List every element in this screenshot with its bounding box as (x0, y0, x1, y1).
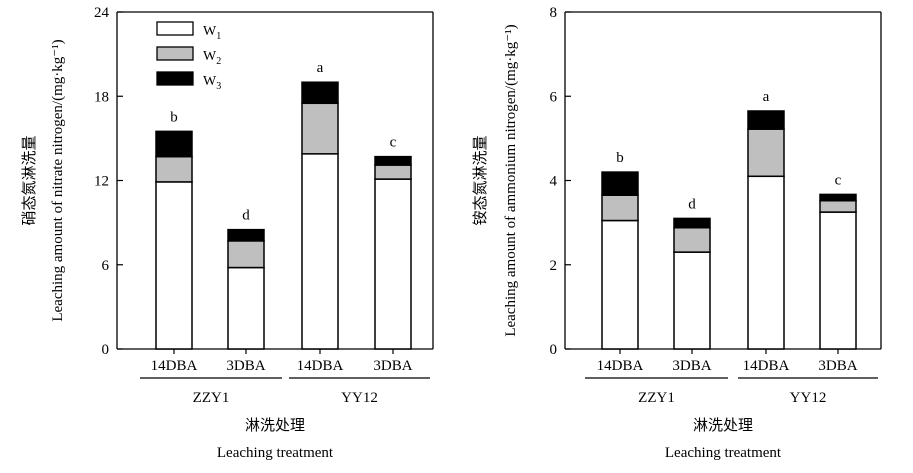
y-axis-title-cn: 硝态氮淋洗量 (21, 135, 38, 225)
y-tick-label: 0 (550, 342, 558, 358)
x-category-label: 14DBA (597, 358, 644, 374)
y-tick-label: 4 (550, 174, 558, 190)
significance-label: d (242, 208, 250, 224)
chart-1: 0 6 12 18 24 b 14DBA d 3DBA a 14DBA c 3DBA ZZY1 YY12 淋洗… (21, 5, 434, 461)
x-category-label: 3DBA (818, 358, 857, 374)
bar-segment-w3 (374, 155, 412, 166)
bar-segment-w2 (374, 164, 412, 180)
legend-label-w2: W2 (203, 49, 221, 67)
legend-swatch-w2 (156, 46, 194, 61)
y-axis-title-en: Leaching amount of nitrate nitrogen/(mg·… (50, 39, 66, 321)
significance-label: a (317, 60, 324, 76)
bar-segment-w3 (819, 193, 857, 202)
significance-label: c (835, 172, 842, 188)
bar-segment-w1 (227, 266, 265, 350)
x-category-label: 14DBA (743, 358, 790, 374)
bar-segment-w3 (673, 217, 711, 229)
bar-segment-w3 (601, 171, 639, 196)
x-category-label: 14DBA (151, 358, 198, 374)
legend-label-w1: W1 (203, 24, 221, 42)
legend-label-w3: W3 (203, 74, 221, 92)
bar-segment-w2 (747, 128, 785, 178)
significance-label: b (170, 109, 178, 125)
bar-segment-w2 (819, 199, 857, 213)
bar-segment-w1 (673, 251, 711, 350)
group-label: YY12 (790, 390, 827, 406)
chart-2: 0 2 4 6 8 b 14DBA d 3DBA a 14DBA c 3DBA ZZY1 YY12 淋洗处理 L… (472, 5, 882, 461)
x-axis-title-en: Leaching treatment (665, 445, 782, 461)
bar-segment-w3 (301, 81, 339, 105)
significance-label: b (616, 150, 624, 166)
bar-segment-w1 (819, 211, 857, 350)
bar-segment-w2 (601, 194, 639, 222)
bar-segment-w2 (673, 226, 711, 253)
x-axis-title-en: Leaching treatment (217, 445, 334, 461)
legend-swatch-w1 (156, 21, 194, 36)
x-axis-title-cn: 淋洗处理 (245, 417, 305, 434)
y-axis-title-en: Leaching amount of ammonium nitrogen/(mg… (503, 24, 519, 336)
bar-segment-w1 (301, 153, 339, 350)
significance-label: a (763, 89, 770, 105)
y-tick-label: 6 (102, 258, 110, 274)
group-label: ZZY1 (193, 390, 230, 406)
legend: W1 W2 W3 (156, 21, 221, 92)
x-category-label: 3DBA (226, 358, 265, 374)
x-category-label: 14DBA (297, 358, 344, 374)
group-label: ZZY1 (638, 390, 675, 406)
bar-segment-w2 (227, 240, 265, 269)
x-category-label: 3DBA (373, 358, 412, 374)
y-tick-label: 2 (550, 258, 558, 274)
legend-swatch-w3 (156, 71, 194, 86)
significance-label: c (390, 135, 397, 151)
y-tick-label: 6 (550, 89, 558, 105)
y-tick-label: 8 (550, 5, 558, 21)
x-category-label: 3DBA (672, 358, 711, 374)
y-tick-label: 0 (102, 342, 110, 358)
bar-segment-w1 (601, 219, 639, 350)
bar-segment-w1 (155, 181, 193, 350)
y-tick-label: 24 (94, 5, 110, 21)
significance-label: d (688, 196, 696, 212)
bar-segment-w2 (155, 155, 193, 183)
bar-segment-w2 (301, 102, 339, 155)
bar-segment-w3 (227, 228, 265, 242)
y-tick-label: 18 (94, 89, 109, 105)
group-label: YY12 (341, 390, 378, 406)
bar-segment-w3 (155, 130, 193, 158)
bar-segment-w1 (374, 178, 412, 350)
x-axis-title-cn: 淋洗处理 (693, 417, 753, 434)
bar-segment-w3 (747, 110, 785, 130)
bar-segment-w1 (747, 175, 785, 350)
y-axis-title-cn: 铵态氮淋洗量 (472, 135, 489, 225)
y-tick-label: 12 (94, 174, 109, 190)
